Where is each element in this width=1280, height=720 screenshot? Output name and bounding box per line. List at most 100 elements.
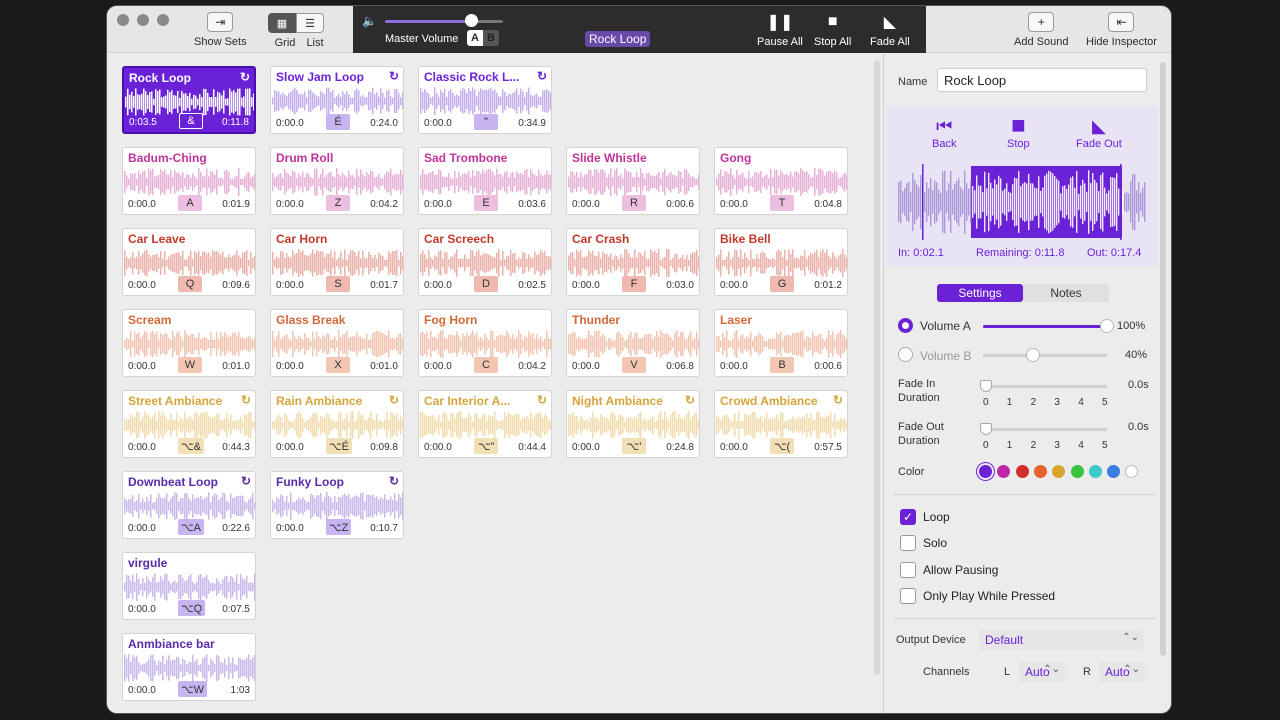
hotkey-badge: C [474, 357, 498, 373]
sound-tile[interactable]: Car Horn 0:00.0 S 0:01.7 [270, 228, 404, 296]
sound-tile[interactable]: Crowd Ambiance ↻ 0:00.0 ⌥(0:57.5 [714, 390, 848, 458]
solo-checkbox[interactable] [900, 535, 916, 551]
sound-tile[interactable]: Car Screech 0:00.0 D 0:02.5 [418, 228, 552, 296]
sound-tile[interactable]: Funky Loop ↻ 0:00.0 ⌥Z 0:10.7 [270, 471, 404, 539]
hide-inspector-button[interactable]: ⇤ Hide Inspector [1086, 12, 1157, 48]
fade-out-slider[interactable] [983, 428, 1107, 431]
color-swatch[interactable] [1033, 465, 1047, 478]
color-swatch[interactable] [1125, 465, 1139, 478]
output-device-select[interactable]: Default ⌃⌄ [979, 630, 1144, 650]
fade-in-value: 0.0s [1128, 379, 1149, 391]
only-play-while-pressed-checkbox[interactable] [900, 588, 916, 604]
stop-all-button[interactable]: ■ Stop All [814, 12, 851, 48]
sound-tile[interactable]: Car Interior A... ↻ 0:00.0 ⌥" 0:44.4 [418, 390, 552, 458]
master-volume-knob[interactable] [465, 14, 478, 27]
sound-tile[interactable]: Classic Rock L... ↻ 0:00.0 " 0:34.9 [418, 66, 552, 134]
color-swatch[interactable] [1070, 465, 1084, 478]
chevron-updown-icon: ⌃⌄ [1043, 664, 1060, 675]
left-channel-select[interactable]: Auto ⌃⌄ [1019, 662, 1065, 682]
right-channel-select[interactable]: Auto ⌃⌄ [1099, 662, 1145, 682]
volume-b-toggle[interactable]: B [483, 30, 499, 46]
back-label: Back [932, 138, 957, 150]
sound-name: Bike Bell [720, 232, 771, 246]
sound-tile[interactable]: Rock Loop ↻ 0:03.5 & 0:11.8 [122, 66, 256, 134]
fade-all-button[interactable]: ◣ Fade All [870, 12, 910, 48]
sound-name: Car Horn [276, 232, 328, 246]
grid-view-icon[interactable]: ▦ [268, 13, 296, 33]
grid-scrollbar[interactable] [874, 60, 880, 675]
waveform [125, 88, 254, 116]
allow-pausing-checkbox[interactable] [900, 562, 916, 578]
sound-tile[interactable]: Slide Whistle 0:00.0 R 0:00.6 [566, 147, 700, 215]
inspector-waveform[interactable] [898, 164, 1146, 240]
sound-tile[interactable]: Downbeat Loop ↻ 0:00.0 ⌥A 0:22.6 [122, 471, 256, 539]
right-channel-label: R [1083, 666, 1091, 678]
loop-icon: ↻ [832, 393, 843, 407]
sound-tile[interactable]: Drum Roll 0:00.0 Z 0:04.2 [270, 147, 404, 215]
volume-a-toggle[interactable]: A [467, 30, 483, 46]
sound-tile[interactable]: Anmbiance bar 0:00.0 ⌥W 1:03 [122, 633, 256, 701]
sound-tile[interactable]: Bike Bell 0:00.0 G 0:01.2 [714, 228, 848, 296]
fade-in-slider[interactable] [983, 385, 1107, 388]
color-swatch[interactable] [997, 465, 1011, 478]
sound-tile[interactable]: Scream 0:00.0 W 0:01.0 [122, 309, 256, 377]
sound-tile[interactable]: Badum-Ching 0:00.0 A 0:01.9 [122, 147, 256, 215]
master-volume-label: Master Volume [385, 33, 459, 45]
hotkey-badge: ⌥Z [326, 519, 352, 535]
zoom-window-button[interactable] [157, 14, 169, 26]
sound-tile[interactable]: Gong 0:00.0 T 0:04.8 [714, 147, 848, 215]
pause-all-button[interactable]: ❚❚ Pause All [757, 12, 803, 48]
sound-name-field[interactable]: Rock Loop [937, 68, 1147, 92]
sound-tile[interactable]: Fog Horn 0:00.0 C 0:04.2 [418, 309, 552, 377]
list-view-icon[interactable]: ☰ [296, 13, 324, 33]
sound-tile[interactable]: Slow Jam Loop ↻ 0:00.0 É 0:24.0 [270, 66, 404, 134]
color-swatch[interactable] [1015, 465, 1029, 478]
volume-a-radio[interactable] [898, 318, 913, 333]
sound-name: Drum Roll [276, 151, 334, 165]
sound-name: Rain Ambiance [276, 394, 363, 408]
fade-in-knob[interactable] [980, 380, 992, 392]
waveform [272, 87, 403, 115]
plus-icon: + [1028, 12, 1055, 32]
sound-tile[interactable]: Glass Break 0:00.0 X 0:01.0 [270, 309, 404, 377]
color-swatch[interactable] [1088, 465, 1102, 478]
inspector-scrollbar[interactable] [1160, 62, 1166, 656]
back-button[interactable]: ⏮ Back [932, 114, 957, 151]
volume-b-slider[interactable] [983, 348, 1107, 362]
close-window-button[interactable] [117, 14, 129, 26]
sound-tile[interactable]: Car Crash 0:00.0 F 0:03.0 [566, 228, 700, 296]
stop-button[interactable]: ■ Stop [1007, 112, 1030, 150]
volume-b-radio[interactable] [898, 347, 913, 362]
sound-tile[interactable]: Street Ambiance ↻ 0:00.0 ⌥& 0:44.3 [122, 390, 256, 458]
inspector-tabs: Settings Notes [937, 284, 1109, 302]
show-sets-button[interactable]: ⇥ Show Sets [194, 12, 247, 48]
sound-tile[interactable]: Night Ambiance ↻ 0:00.0 ⌥' 0:24.8 [566, 390, 700, 458]
tab-notes[interactable]: Notes [1023, 284, 1109, 302]
color-swatch[interactable] [1107, 465, 1121, 478]
fade-out-button[interactable]: ◣ Fade Out [1076, 114, 1122, 151]
sound-tile[interactable]: Car Leave 0:00.0 Q 0:09.6 [122, 228, 256, 296]
color-swatch[interactable] [979, 465, 992, 478]
waveform [124, 654, 255, 682]
out-time: Out: 0:17.4 [1087, 247, 1142, 259]
sound-end-time: 0:04.8 [814, 199, 842, 210]
sound-tile[interactable]: Sad Trombone 0:00.0 E 0:03.6 [418, 147, 552, 215]
sound-tile[interactable]: virgule 0:00.0 ⌥Q 0:07.5 [122, 552, 256, 620]
volume-a-slider[interactable] [983, 319, 1114, 333]
tab-settings[interactable]: Settings [937, 284, 1023, 302]
loop-checkbox[interactable]: ✓ [900, 509, 916, 525]
sound-end-time: 0:09.6 [222, 280, 250, 291]
fade-out-knob[interactable] [980, 423, 992, 435]
waveform [124, 249, 255, 277]
sound-tile[interactable]: Rain Ambiance ↻ 0:00.0 ⌥É 0:09.8 [270, 390, 404, 458]
left-channel-value: Auto [1025, 665, 1050, 679]
minimize-window-button[interactable] [137, 14, 149, 26]
hotkey-badge: Q [178, 276, 202, 292]
sound-tile[interactable]: Thunder 0:00.0 V 0:06.8 [566, 309, 700, 377]
color-swatch[interactable] [1052, 465, 1066, 478]
grid-label: Grid [274, 37, 296, 49]
sound-start-time: 0:00.0 [572, 280, 600, 291]
sound-tile[interactable]: Laser 0:00.0 B 0:00.6 [714, 309, 848, 377]
master-volume-slider[interactable] [385, 20, 503, 23]
add-sound-button[interactable]: + Add Sound [1014, 12, 1068, 48]
